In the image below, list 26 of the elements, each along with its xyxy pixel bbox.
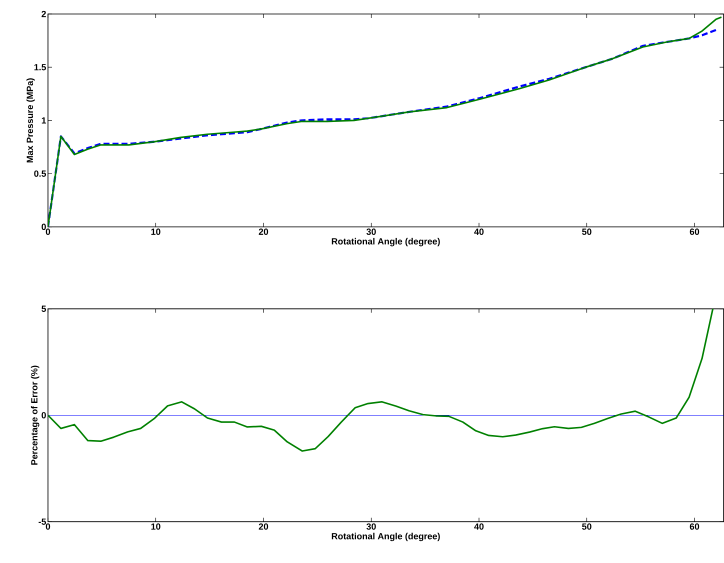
x-tick-label: 60 xyxy=(690,524,700,530)
y-tick-label: 0 xyxy=(42,224,46,230)
x-tick-label: 50 xyxy=(582,228,592,236)
y-tick-label: 1 xyxy=(42,117,46,124)
x-tick-label: 40 xyxy=(474,228,484,236)
x-tick-label: 50 xyxy=(582,524,592,530)
y-axis-title: Max Pressure (MPa) xyxy=(26,78,35,163)
y-axis-title: Percentage of Error (%) xyxy=(30,366,40,465)
x-tick-label: 60 xyxy=(690,228,700,236)
y-tick-label: 0 xyxy=(42,412,46,419)
x-tick-label: 10 xyxy=(151,524,160,530)
x-axis-title: Rotational Angle (degree) xyxy=(332,238,440,246)
y-tick-label: 5 xyxy=(42,306,46,312)
x-tick-label: 20 xyxy=(258,228,268,236)
x-tick-label: 10 xyxy=(151,228,160,236)
x-tick-label: 30 xyxy=(366,228,376,236)
x-axis-title: Rotational Angle (degree) xyxy=(332,532,440,542)
y-tick-label: 1.5 xyxy=(34,64,46,70)
x-tick-label: 0 xyxy=(46,524,50,530)
x-tick-label: 40 xyxy=(474,524,484,530)
y-tick-label: 0.5 xyxy=(34,170,46,177)
line-series xyxy=(48,308,714,452)
x-tick-label: 30 xyxy=(366,524,376,530)
y-tick-label: 2 xyxy=(42,11,46,18)
y-tick-label: -5 xyxy=(38,518,46,525)
x-tick-label: 20 xyxy=(258,524,268,530)
